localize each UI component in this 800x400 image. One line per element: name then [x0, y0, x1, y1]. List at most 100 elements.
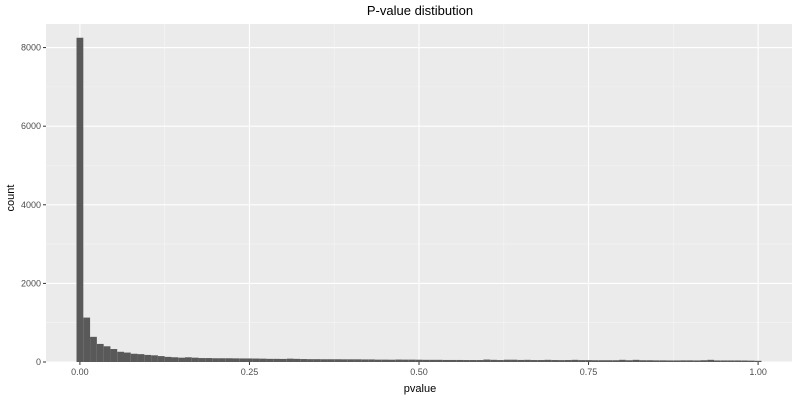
- chart-title: P-value distibution: [367, 3, 473, 18]
- histogram-bar: [368, 359, 375, 362]
- histogram-bar: [422, 359, 430, 362]
- histogram-bar: [727, 360, 735, 362]
- histogram-bar: [530, 360, 538, 362]
- histogram-bar: [585, 360, 592, 362]
- axes: 0.00 0.25 0.50 0.75 1.00 0 2000 4000 6000 8000: [21, 43, 767, 377]
- histogram-bar: [463, 360, 470, 362]
- histogram-bar: [537, 360, 545, 362]
- histogram-bar: [619, 359, 626, 362]
- histogram-bar: [374, 359, 382, 362]
- histogram-bars: [76, 37, 762, 363]
- histogram-bar: [483, 359, 491, 362]
- histogram-bar: [232, 358, 240, 362]
- histogram-bar: [117, 351, 124, 362]
- histogram-bar: [198, 358, 206, 362]
- x-tick-label: 0.50: [410, 367, 428, 377]
- histogram-bar: [110, 349, 118, 362]
- plot-panel: [46, 24, 792, 363]
- histogram-bar: [286, 358, 294, 362]
- y-tick-label: 6000: [21, 121, 41, 131]
- histogram-bar: [341, 359, 348, 362]
- histogram-bar: [747, 360, 755, 362]
- histogram-bar: [137, 354, 145, 362]
- histogram-bar: [666, 360, 674, 362]
- y-tick-label: 0: [36, 357, 41, 367]
- histogram-bar: [225, 358, 233, 362]
- histogram-bar: [354, 359, 362, 362]
- histogram-bar: [503, 359, 511, 362]
- x-tick-label: 0.25: [241, 367, 259, 377]
- histogram-bar: [720, 360, 728, 362]
- histogram-bar: [171, 357, 179, 362]
- histogram-bar: [591, 360, 599, 362]
- histogram-bar: [456, 359, 464, 362]
- histogram-bar: [734, 360, 742, 362]
- histogram-bar: [754, 360, 762, 362]
- histogram-bar: [625, 360, 633, 362]
- histogram-bar: [490, 359, 497, 362]
- histogram-bar: [395, 359, 403, 362]
- histogram-bar: [205, 358, 213, 362]
- histogram-bar: [103, 346, 111, 362]
- histogram-bar: [639, 360, 647, 362]
- histogram-bar: [144, 354, 152, 362]
- histogram-bar: [429, 359, 436, 362]
- histogram-bar: [307, 359, 314, 362]
- histogram-bar: [347, 359, 355, 362]
- histogram-bar: [408, 359, 416, 362]
- histogram-bar: [178, 357, 186, 362]
- y-axis-title: count: [5, 185, 17, 212]
- histogram-bar: [83, 317, 91, 362]
- histogram-bar: [415, 359, 423, 362]
- histogram-bar: [246, 358, 253, 362]
- histogram-bar: [381, 359, 389, 362]
- histogram-bar: [442, 359, 450, 362]
- histogram-bar: [646, 360, 653, 362]
- histogram-bar: [361, 359, 369, 362]
- histogram-bar: [293, 358, 301, 362]
- x-tick-label: 0.00: [71, 367, 89, 377]
- histogram-bar: [652, 360, 660, 362]
- histogram-bar: [164, 356, 172, 362]
- histogram-bar: [130, 353, 138, 362]
- histogram-bar: [300, 359, 308, 362]
- histogram-bar: [266, 358, 274, 362]
- histogram-bar: [212, 358, 219, 362]
- histogram-bar: [598, 360, 606, 362]
- histogram-bar: [632, 359, 640, 362]
- x-tick-label: 0.75: [580, 367, 598, 377]
- histogram-bar: [252, 358, 260, 362]
- y-tick-label: 2000: [21, 278, 41, 288]
- histogram-bar: [659, 360, 667, 362]
- histogram-bar: [564, 360, 572, 362]
- histogram-bar: [449, 359, 457, 362]
- histogram-bar: [741, 360, 748, 362]
- histogram-bar: [578, 360, 586, 362]
- histogram-bar: [680, 360, 687, 362]
- histogram-bar: [510, 359, 518, 362]
- histogram-bar: [551, 360, 559, 362]
- histogram-bar: [259, 358, 267, 362]
- y-tick-label: 8000: [21, 43, 41, 53]
- histogram-bar: [313, 359, 321, 362]
- histogram-bar: [517, 359, 525, 362]
- histogram-bar: [334, 359, 342, 362]
- histogram-bar: [544, 359, 552, 362]
- histogram-bar: [558, 360, 565, 362]
- histogram-bar: [273, 358, 280, 362]
- histogram-bar: [388, 359, 396, 362]
- histogram-bar: [714, 360, 721, 362]
- histogram-bar: [151, 355, 158, 362]
- x-axis-title: pvalue: [404, 383, 436, 395]
- histogram-bar: [239, 358, 247, 362]
- histogram-bar: [123, 352, 131, 362]
- histogram-bar: [605, 360, 613, 362]
- histogram-bar: [218, 358, 226, 362]
- histogram-bar: [673, 360, 681, 362]
- histogram-bar: [496, 360, 504, 362]
- histogram-bar: [571, 359, 579, 362]
- histogram-bar: [700, 360, 708, 362]
- histogram-bar: [686, 360, 694, 362]
- histogram-bar: [279, 358, 287, 362]
